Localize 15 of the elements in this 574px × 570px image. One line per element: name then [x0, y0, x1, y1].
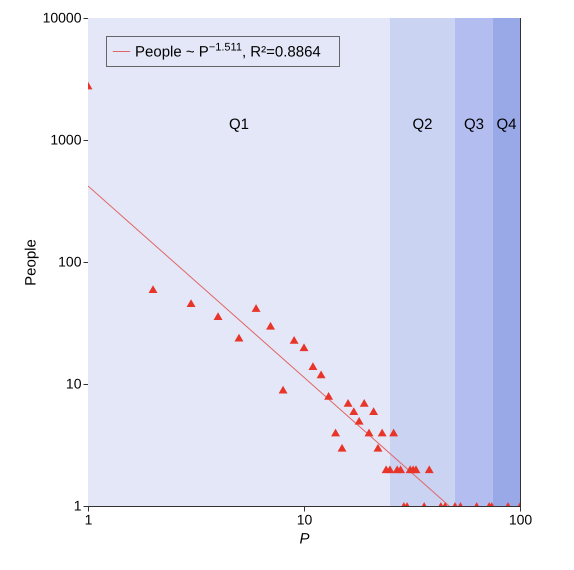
- y-tick-label: 1: [74, 498, 82, 514]
- y-tick-label: 1000: [50, 132, 82, 148]
- x-tick-label: 100: [508, 512, 532, 528]
- y-tick-label: 10000: [42, 10, 82, 26]
- band-label: Q3: [464, 116, 484, 133]
- band-label: Q2: [412, 116, 432, 133]
- band-label: Q1: [228, 116, 249, 133]
- legend-label: People ~ P$^{−1.511}$, R²=0.8864: [135, 42, 321, 60]
- y-axis-title: People: [22, 239, 40, 286]
- band-label: Q4: [496, 116, 517, 133]
- y-tick-label: 100: [58, 254, 82, 270]
- x-axis-title: P: [299, 530, 310, 548]
- y-tick-label: 10: [66, 376, 82, 392]
- x-tick-label: 1: [84, 512, 93, 528]
- x-tick-label: 10: [296, 512, 312, 528]
